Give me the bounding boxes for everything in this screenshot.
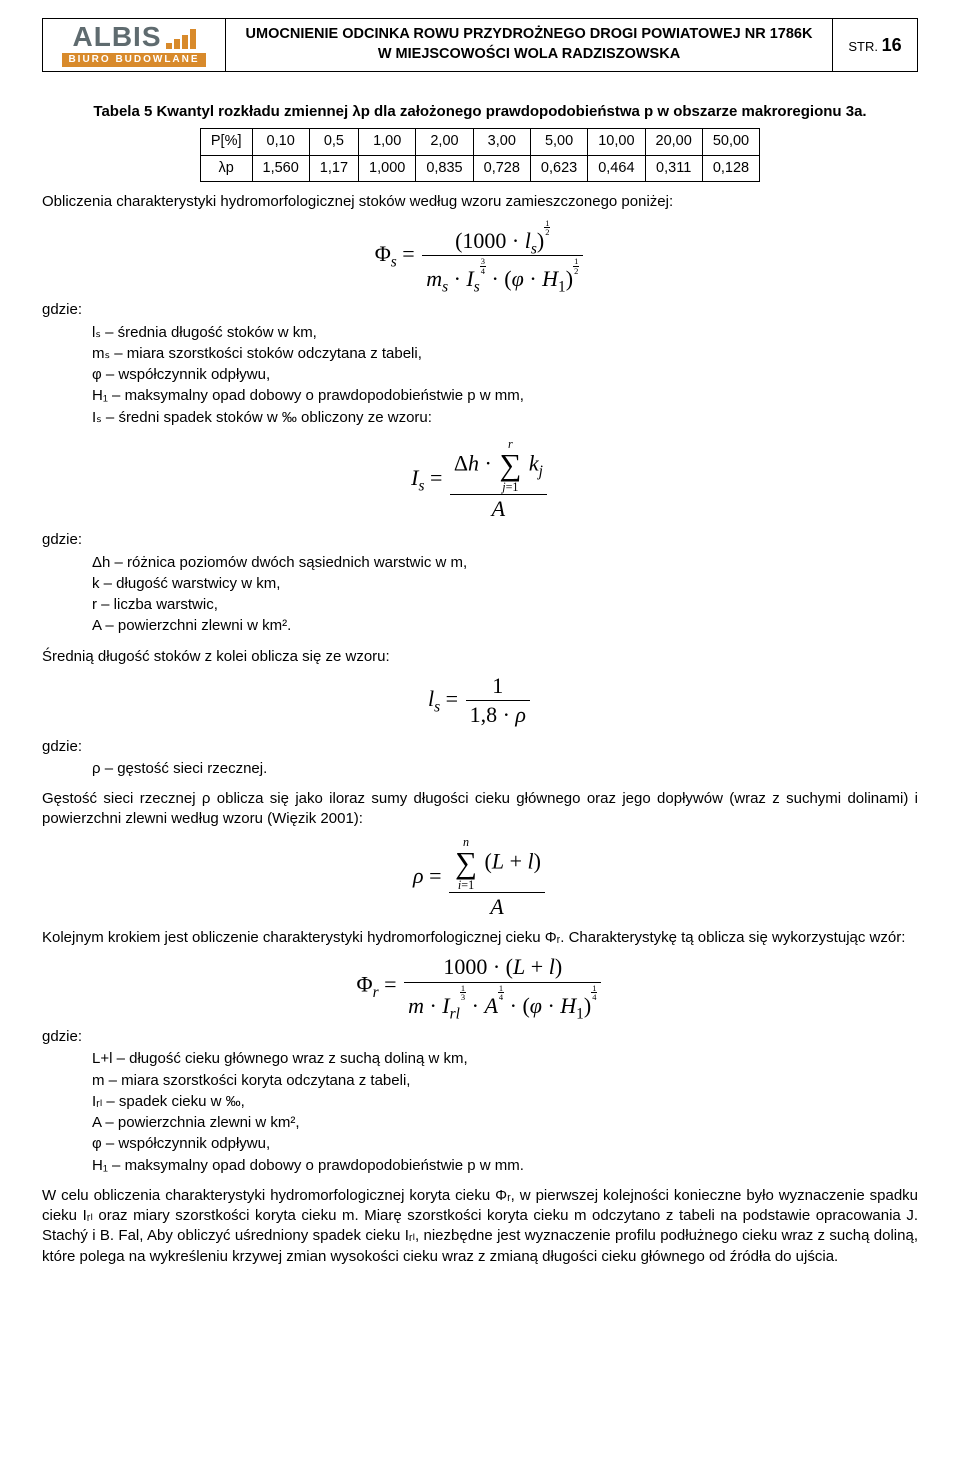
rho-paragraph: Gęstość sieci rzecznej ρ oblicza się jak… (42, 789, 918, 830)
logo-text: ALBIS (73, 23, 162, 51)
page-number-cell: STR. 16 (833, 19, 918, 72)
formula-ls: ls = 1 1,8 · ρ (42, 673, 918, 729)
formula-is: Is = Δh · r∑j=1 kj A (42, 438, 918, 522)
table-row: P[%] 0,10 0,5 1,00 2,00 3,00 5,00 10,00 … (200, 129, 759, 156)
quantile-table: P[%] 0,10 0,5 1,00 2,00 3,00 5,00 10,00 … (200, 128, 760, 182)
defs-ls: ρ – gęstość sieci rzecznej. (92, 759, 918, 779)
intro-paragraph: Obliczenia charakterystyki hydromorfolog… (42, 192, 918, 212)
formula-phi-r: Φr = 1000 · (L + l) m · Irl13 · A14 · (φ… (42, 954, 918, 1019)
where-label: gdzie: (42, 530, 918, 550)
logo-bars-icon (166, 29, 196, 51)
avg-length-intro: Średnią długość stoków z kolei oblicza s… (42, 647, 918, 667)
table-caption: Tabela 5 Kwantyl rozkładu zmiennej λp dl… (42, 102, 918, 122)
final-paragraph: W celu obliczenia charakterystyki hydrom… (42, 1186, 918, 1267)
phi-r-paragraph: Kolejnym krokiem jest obliczenie charakt… (42, 928, 918, 948)
where-label: gdzie: (42, 1027, 918, 1047)
defs-phi-r: L+l – długość cieku głównego wraz z such… (92, 1049, 918, 1176)
where-label: gdzie: (42, 300, 918, 320)
logo-subtitle: BIURO BUDOWLANE (62, 53, 205, 67)
where-label: gdzie: (42, 737, 918, 757)
defs-phi-s: lₛ – średnia długość stoków w km, mₛ – m… (92, 323, 918, 428)
defs-is: Δh – różnica poziomów dwóch sąsiednich w… (92, 553, 918, 637)
header-title: UMOCNIENIE ODCINKA ROWU PRZYDROŻNEGO DRO… (226, 19, 833, 72)
formula-phi-s: Φs = (1000 · ls)12 ms · Is34 · (φ · H1)1… (42, 219, 918, 293)
table-row: λp 1,560 1,17 1,000 0,835 0,728 0,623 0,… (200, 155, 759, 182)
page-header: ALBIS BIURO BUDOWLANE UMOCNIENIE ODCINKA… (42, 18, 918, 72)
logo-cell: ALBIS BIURO BUDOWLANE (43, 19, 226, 72)
formula-rho: ρ = n∑i=1 (L + l) A (42, 836, 918, 920)
logo: ALBIS BIURO BUDOWLANE (49, 23, 219, 67)
